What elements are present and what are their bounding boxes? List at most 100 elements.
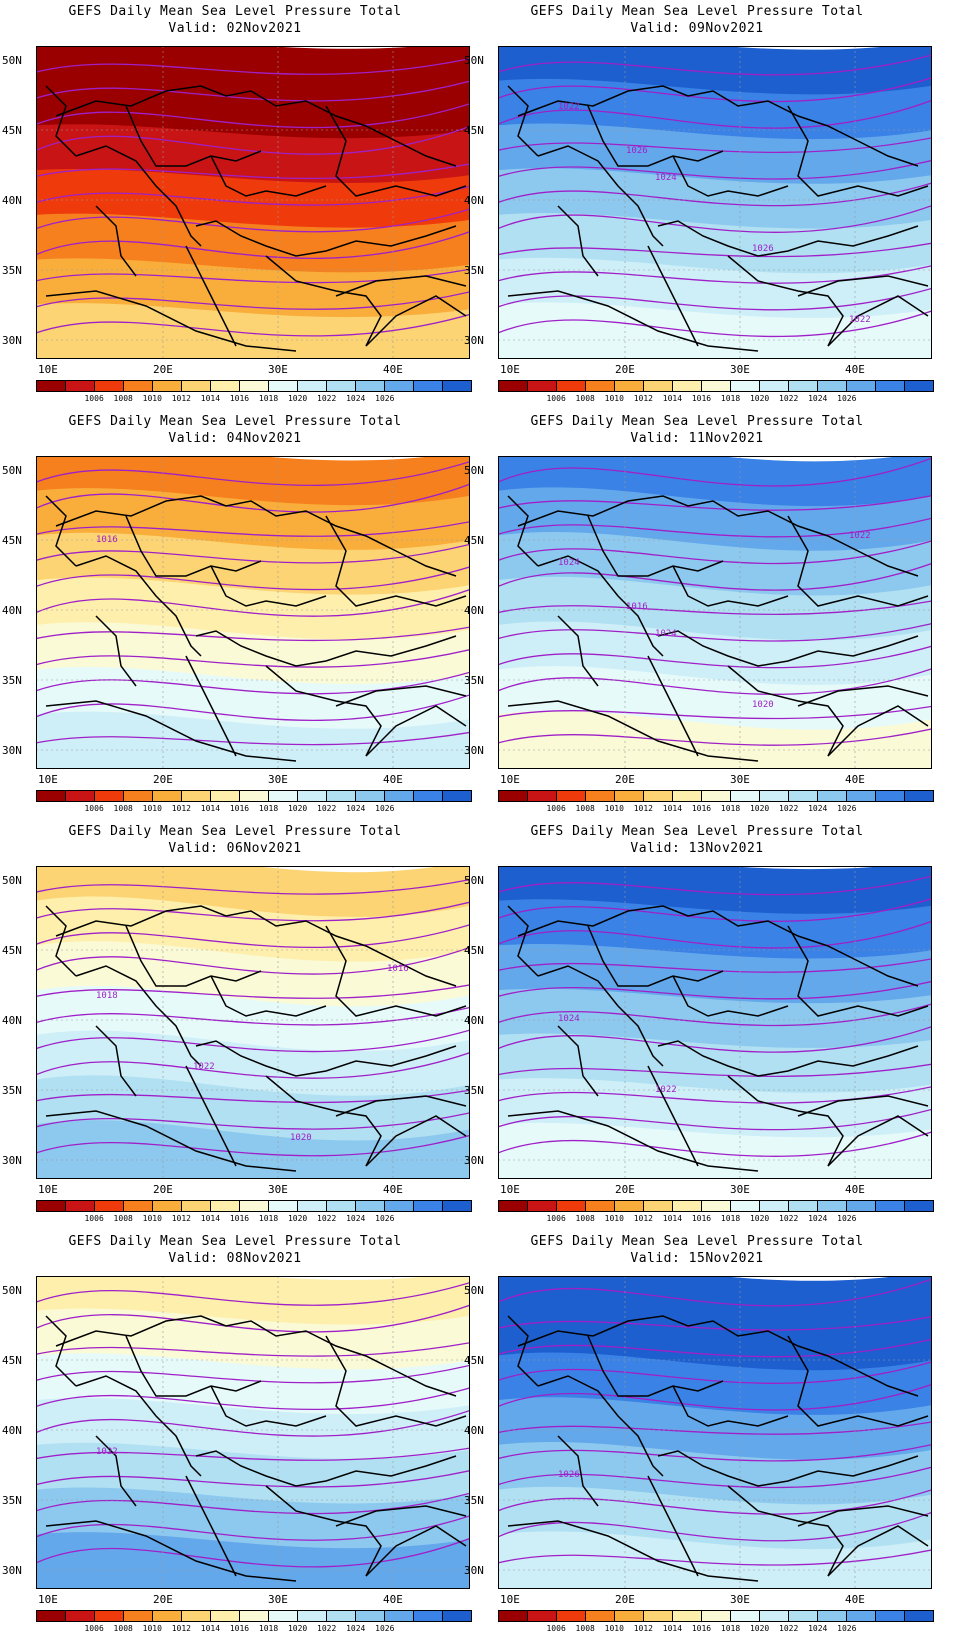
colorbar-tick-label: 1016 (691, 1624, 712, 1633)
map-frame (498, 1276, 932, 1589)
pressure-map (36, 46, 470, 359)
contour-label: 1016 (96, 535, 118, 545)
isobar-line (36, 1409, 470, 1437)
colorbar-swatch (644, 1611, 673, 1621)
latitude-label: 40N (2, 1424, 22, 1437)
colorbar-tick-label: 1024 (808, 804, 828, 813)
country-border (210, 1385, 327, 1427)
longitude-label: 30E (268, 1593, 288, 1606)
colorbar-tick-label: 1016 (691, 804, 712, 813)
map-panel: GEFS Daily Mean Sea Level Pressure Total… (462, 1230, 934, 1635)
country-border (45, 85, 77, 157)
contour-label: 1022 (96, 1447, 118, 1457)
colorbar-swatch (414, 1611, 443, 1621)
country-border (672, 155, 789, 197)
isobar-line (36, 1447, 470, 1461)
country-border (727, 1485, 844, 1577)
colorbar (498, 1610, 934, 1622)
colorbar-swatch (327, 381, 356, 391)
country-border (195, 630, 457, 667)
country-border (195, 1040, 457, 1077)
latitude-label: 40N (464, 1424, 484, 1437)
panel-valid-date: Valid: 13Nov2021 (630, 841, 764, 856)
colorbar-swatch (528, 381, 557, 391)
colorbar-tick-label: 1006 (84, 1214, 104, 1223)
colorbar-swatch (905, 791, 933, 801)
isobar-line (498, 457, 932, 487)
country-border (55, 495, 457, 577)
colorbar-tick-label: 1008 (113, 394, 133, 403)
colorbar-swatch (269, 381, 298, 391)
latitude-label: 50N (2, 874, 22, 887)
isobar-line (36, 57, 470, 75)
country-border (507, 1520, 759, 1582)
colorbar-swatch (443, 791, 471, 801)
colorbar-labels: 1006 1008 1010 1012 1014 1016 1018 1020 1022 1024… (36, 1624, 472, 1634)
isobar-line (498, 645, 932, 669)
country-border (185, 1475, 237, 1577)
colorbar-tick-label: 1010 (142, 1214, 162, 1223)
latitude-label: 30N (464, 1564, 484, 1577)
colorbar-tick-label: 1018 (720, 1624, 741, 1633)
isobar-line (36, 103, 470, 129)
country-border (587, 1335, 724, 1397)
latitude-label: 40N (2, 194, 22, 207)
colorbar-tick-label: 1016 (691, 394, 712, 403)
country-border (507, 1110, 759, 1172)
pressure-band (498, 1531, 932, 1589)
colorbar-swatch (356, 1611, 385, 1621)
latitude-label: 40N (2, 1014, 22, 1027)
latitude-label: 30N (2, 1154, 22, 1167)
colorbar-swatch (528, 1201, 557, 1211)
latitude-label: 45N (464, 944, 484, 957)
country-border (537, 965, 664, 1067)
colorbar-swatch (211, 1611, 240, 1621)
isobar-line (36, 731, 470, 746)
colorbar-swatch (240, 1611, 269, 1621)
longitude-label: 20E (153, 1593, 173, 1606)
contour-label: 1016 (387, 964, 409, 974)
latitude-label: 30N (464, 744, 484, 757)
colorbar-swatch (760, 1611, 789, 1621)
country-border (647, 1065, 699, 1167)
longitude-label: 40E (845, 1593, 865, 1606)
country-border (265, 665, 382, 757)
colorbar-swatch (95, 791, 124, 801)
panel-valid-date: Valid: 09Nov2021 (630, 21, 764, 36)
colorbar-tick-label: 1018 (258, 1624, 279, 1633)
country-border (325, 105, 467, 197)
colorbar-tick-label: 1014 (200, 1214, 221, 1223)
latitude-label: 45N (2, 944, 22, 957)
pressure-map: 1022 (36, 1276, 470, 1589)
country-border (827, 1115, 929, 1167)
country-border (787, 515, 929, 607)
panel-valid-date: Valid: 02Nov2021 (168, 21, 302, 36)
colorbar-swatch (818, 381, 847, 391)
country-border (672, 975, 789, 1017)
isobar-line (36, 1052, 470, 1079)
colorbar-swatch (153, 791, 182, 801)
latitude-label: 30N (2, 744, 22, 757)
country-border (517, 495, 919, 577)
country-border (55, 905, 457, 987)
panel-valid-date: Valid: 08Nov2021 (168, 1251, 302, 1266)
latitude-label: 30N (464, 334, 484, 347)
colorbar-tick-label: 1016 (229, 804, 250, 813)
colorbar-tick-label: 1024 (808, 1624, 828, 1633)
map-frame (36, 456, 470, 769)
latitude-label: 45N (2, 124, 22, 137)
colorbar-swatch (298, 1611, 327, 1621)
pressure-band (498, 1122, 932, 1179)
country-border (657, 220, 919, 257)
country-border (335, 1505, 467, 1527)
latitude-label: 35N (464, 1084, 484, 1097)
country-border (557, 1435, 599, 1507)
colorbar-tick-label: 1010 (142, 1624, 162, 1633)
latitude-label: 35N (464, 264, 484, 277)
country-border (185, 655, 237, 757)
colorbar-swatch (760, 1201, 789, 1211)
colorbar-tick-label: 1020 (749, 394, 770, 403)
isobar-line (498, 54, 932, 76)
isobar-line (498, 1025, 932, 1053)
country-border (647, 655, 699, 757)
